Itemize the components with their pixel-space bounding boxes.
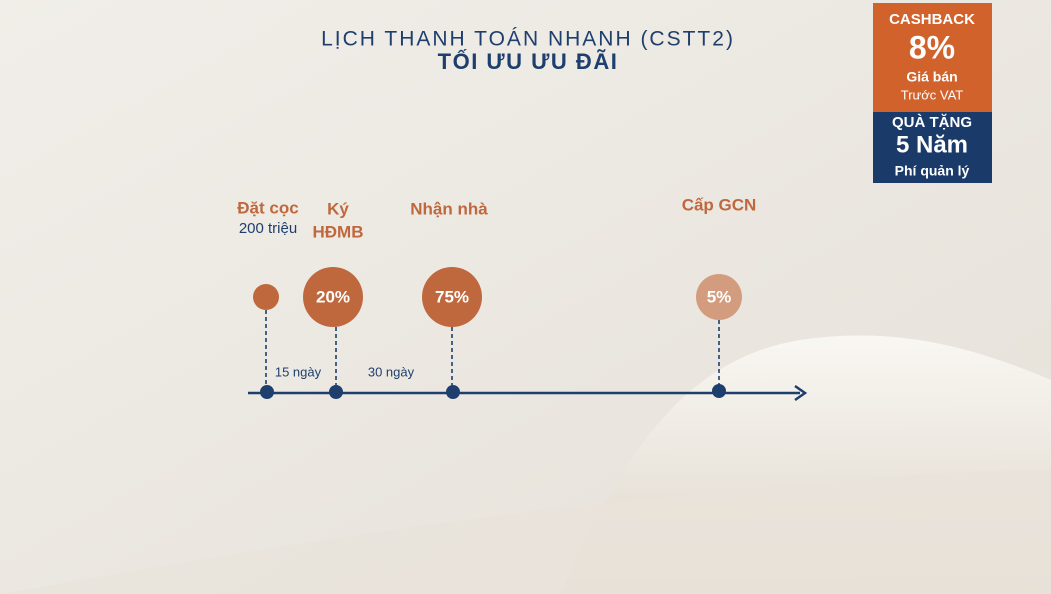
- milestone-label: Đặt cọc: [237, 198, 298, 217]
- timeline-dot: [712, 384, 726, 398]
- cashback-line: Trước VAT: [901, 87, 964, 102]
- milestone-circle: [253, 284, 279, 310]
- milestone-label: Ký: [327, 199, 349, 218]
- title: LỊCH THANH TOÁN NHANH (CSTT2): [321, 28, 735, 51]
- milestone-detail: 200 triệu: [239, 220, 297, 237]
- cashback-value: 8%: [909, 29, 955, 65]
- cashback-box: [873, 3, 992, 112]
- gift-box: [873, 112, 992, 183]
- milestone-circle: [303, 267, 363, 327]
- cashback-line: Giá bán: [906, 69, 957, 85]
- timeline-arrow: [794, 384, 808, 402]
- wave: [0, 470, 1051, 594]
- interval-label: 30 ngày: [368, 364, 415, 379]
- milestone-label: Nhận nhà: [410, 199, 488, 218]
- gift-value: 5 Năm: [896, 131, 968, 158]
- milestone-percent: 20%: [316, 287, 350, 306]
- timeline-dot: [260, 385, 274, 399]
- gift-note: Phí quản lý: [895, 163, 970, 179]
- interval-label: 15 ngày: [275, 364, 322, 379]
- milestone-label: Cấp GCN: [682, 195, 757, 214]
- subtitle: TỐI ƯU ƯU ĐÃI: [438, 48, 619, 74]
- milestone-label: HĐMB: [313, 222, 364, 241]
- milestone-circle: [696, 274, 742, 320]
- milestone-percent: 5%: [707, 287, 732, 306]
- milestone-circle: [422, 267, 482, 327]
- gift-label: QUÀ TẶNG: [892, 114, 972, 131]
- timeline-dot: [446, 385, 460, 399]
- milestone-percent: 75%: [435, 287, 469, 306]
- timeline-dot: [329, 385, 343, 399]
- cashback-label: CASHBACK: [889, 11, 975, 28]
